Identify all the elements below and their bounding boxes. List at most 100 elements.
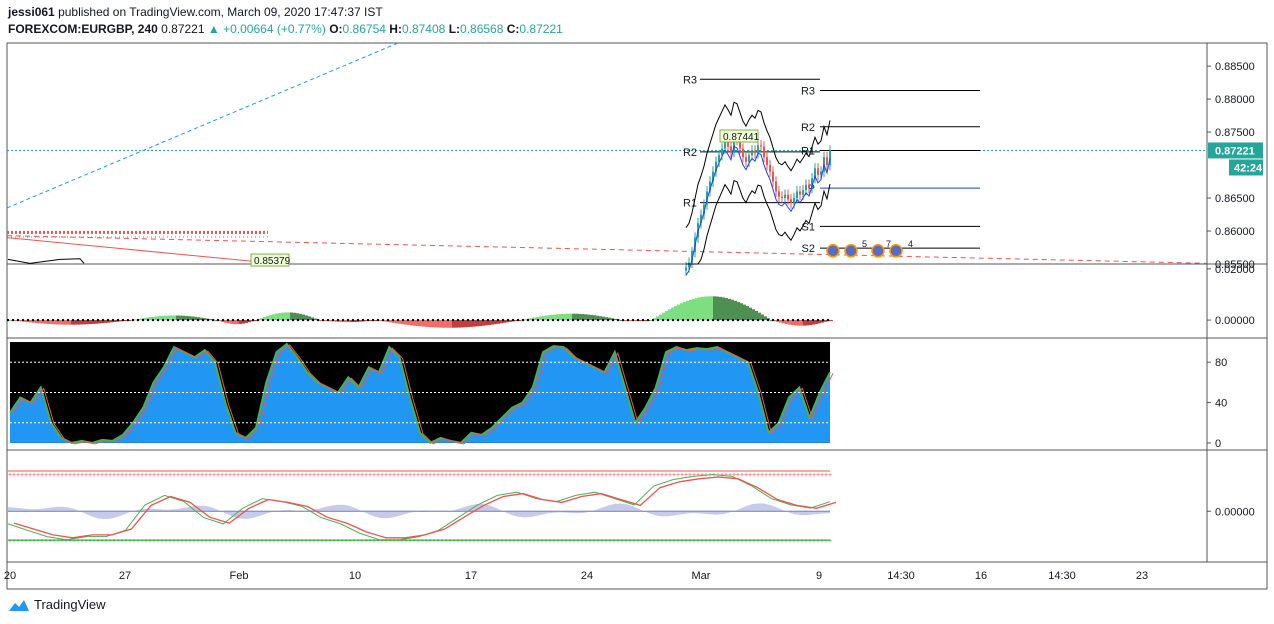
zero-dot [246,318,250,322]
histogram-bar [419,320,422,327]
histogram-bar [194,316,197,321]
histogram-bar [728,298,731,321]
zero-dot [41,318,45,322]
upper-band-marker: + [432,472,436,479]
lower-band-marker: + [512,538,516,545]
lower-band-marker: + [760,538,764,545]
histogram-bar [344,320,347,323]
lower-band-marker: + [424,538,428,545]
lower-band-marker: + [536,538,540,545]
lower-band-marker: + [444,538,448,545]
zero-dot [356,318,360,322]
lower-band-marker: + [152,538,156,545]
pivot-label-r3: R3 [801,85,815,97]
upper-band-marker: + [328,472,332,479]
zero-dot [391,318,395,322]
close-label: C: [506,22,520,36]
zero-dot [806,318,810,322]
countdown-label: 42:24 [1234,162,1263,174]
moving-average [685,145,831,276]
lower-band-marker: + [548,538,552,545]
lower-band-marker: + [396,538,400,545]
upper-band-marker: + [88,472,92,479]
upper-band-marker: + [792,472,796,479]
zero-dot [576,318,580,322]
histogram-bar [737,301,740,321]
lower-band-marker: + [436,538,440,545]
histogram-bar [509,320,512,322]
candle-body [769,165,771,172]
zero-dot [691,318,695,322]
histogram-bar [815,320,818,325]
zero-dot [641,318,645,322]
upper-band-marker: + [828,472,832,479]
histogram-bar [722,297,725,321]
price-change: ▲ +0.00664 (+0.77%) [207,22,326,36]
upper-band-marker: + [732,472,736,479]
y-tick-label: 0.88000 [1215,94,1255,106]
histogram-bar [287,312,290,321]
lower-band-marker: + [828,538,832,545]
lower-band-marker: + [632,538,636,545]
histogram-bar [41,320,44,324]
upper-band-marker: + [384,472,388,479]
lower-band-marker: + [504,538,508,545]
lower-band-marker: + [232,538,236,545]
candle-body [718,155,720,162]
histogram-bar [800,320,803,326]
histogram-bar [185,315,188,321]
upper-band-marker: + [476,472,480,479]
lower-band-marker: + [132,538,136,545]
zero-dot [651,318,655,322]
author-name[interactable]: jessi061 [8,5,55,19]
zero-dot [566,318,570,322]
upper-band-marker: + [204,472,208,479]
histogram-bar [794,320,797,326]
zero-dot [406,318,410,322]
lower-band-marker: + [356,538,360,545]
upper-band-marker: + [216,472,220,479]
lower-band-marker: + [456,538,460,545]
footer-brand: TradingView [34,597,106,612]
lower-band-marker: + [804,538,808,545]
histogram-bar [608,317,611,321]
histogram-bar [302,314,305,321]
upper-band-marker: + [16,472,20,479]
lower-band-marker: + [740,538,744,545]
lower-band-marker: + [64,538,68,545]
lower-band-marker: + [348,538,352,545]
zero-dot [421,318,425,322]
last-price: 0.87221 [161,22,205,36]
lower-band-marker: + [160,538,164,545]
histogram-bar [518,320,521,322]
upper-band-marker: + [104,472,108,479]
candle-body [775,181,777,192]
histogram-bar [719,296,722,321]
histogram-bar [629,320,632,322]
trend-line-up [6,42,399,209]
bollinger-fragment [7,258,85,264]
lower-band-marker: + [408,538,412,545]
lower-band-marker: + [824,538,828,545]
upper-band-marker: + [188,472,192,479]
zero-dot [211,318,215,322]
histogram-bar [359,320,362,322]
zero-dot [601,318,605,322]
lower-band-marker: + [628,538,632,545]
lower-band-marker: + [476,538,480,545]
event-marker-icon [871,244,885,258]
upper-band-marker: + [568,472,572,479]
lower-band-marker: + [212,538,216,545]
y-tick-label: 0.86000 [1215,226,1255,238]
upper-band-marker: + [212,472,216,479]
lower-band-marker: + [448,538,452,545]
zero-dot [176,318,180,322]
upper-band-marker: + [560,472,564,479]
histogram-bar [743,304,746,321]
upper-band-marker: + [768,472,772,479]
lower-band-marker: + [204,538,208,545]
price-annotation: 0.85379 [254,256,291,267]
tradingview-logo[interactable]: TradingView [8,597,106,612]
zero-dot [341,318,345,322]
